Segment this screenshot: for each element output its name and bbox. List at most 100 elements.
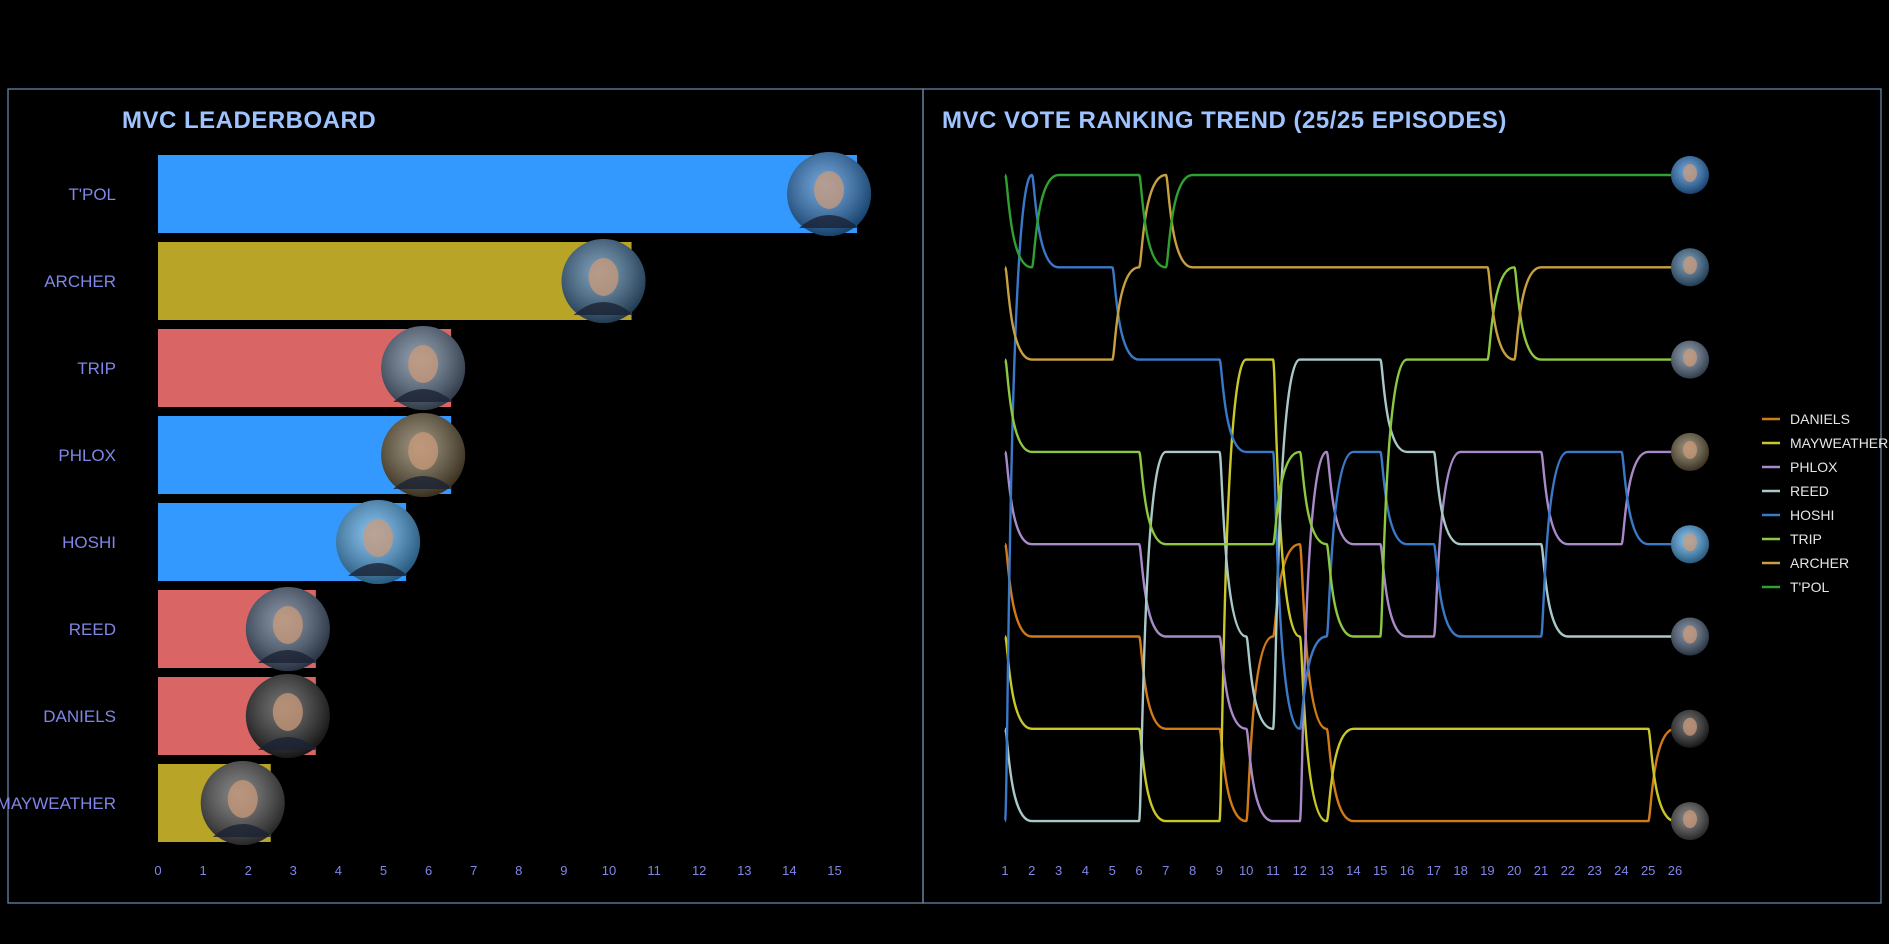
x-tick-label: 11: [647, 863, 661, 878]
avatar-shoulders: [257, 737, 318, 750]
trend-line-tpol: [1003, 173, 1675, 269]
x-tick-label: 15: [1373, 863, 1387, 878]
avatar-face: [1683, 625, 1697, 644]
ranking-trend-title: MVC VOTE RANKING TREND (25/25 EPISODES): [942, 107, 1507, 134]
x-tick-label: 1: [1001, 863, 1008, 878]
leaderboard-panel: MVC LEADERBOARD T'POL ARCHER TRIP PHLOX HOSH…: [0, 88, 924, 904]
avatar-shoulders: [257, 650, 318, 663]
x-tick-label: 6: [425, 863, 432, 878]
bar-archer: [158, 242, 632, 320]
avatar-face: [1683, 533, 1697, 552]
trend-line-hoshi: [1003, 173, 1675, 823]
leaderboard-title: MVC LEADERBOARD: [122, 107, 376, 134]
avatar-shoulders: [393, 476, 454, 489]
legend-label-trip: TRIP: [1790, 531, 1822, 547]
category-label-phlox: PHLOX: [58, 446, 116, 465]
category-label-archer: ARCHER: [44, 272, 116, 291]
x-tick-label: 4: [335, 863, 342, 878]
avatar-face: [814, 171, 845, 209]
trend-line-mayweather: [1003, 358, 1676, 823]
x-tick-label: 3: [290, 863, 297, 878]
x-tick-label: 2: [245, 863, 252, 878]
avatar-face: [408, 432, 439, 470]
avatar-face: [272, 606, 303, 644]
avatar-shoulders: [799, 215, 860, 228]
x-tick-label: 17: [1427, 863, 1441, 878]
x-tick-label: 8: [1189, 863, 1196, 878]
x-tick-label: 26: [1668, 863, 1682, 878]
trend-line-reed: [1003, 358, 1675, 823]
x-tick-label: 13: [737, 863, 751, 878]
x-tick-label: 20: [1507, 863, 1521, 878]
legend-label-mayweather: MAYWEATHER: [1790, 435, 1888, 451]
legend-label-phlox: PHLOX: [1790, 459, 1838, 475]
x-tick-label: 16: [1400, 863, 1414, 878]
x-tick-label: 11: [1266, 863, 1280, 878]
ranking-trend-frame: [922, 88, 1882, 904]
avatar-shoulders: [573, 302, 634, 315]
x-tick-label: 14: [1346, 863, 1360, 878]
x-tick-label: 0: [154, 863, 161, 878]
ranking-trend-x-axis: 1 2 3 4 5 6 7 8 9 10 11 12 13 14 15 16 17 18 19 20 21 22 23 24 2…: [1001, 863, 1682, 878]
category-label-tpol: T'POL: [68, 185, 116, 204]
trend-line-phlox: [1003, 450, 1675, 823]
x-tick-label: 8: [515, 863, 522, 878]
x-tick-label: 13: [1319, 863, 1333, 878]
x-tick-label: 19: [1480, 863, 1494, 878]
x-tick-label: 23: [1587, 863, 1601, 878]
x-tick-label: 4: [1082, 863, 1089, 878]
avatar-shoulders: [348, 563, 409, 576]
x-tick-label: 9: [1216, 863, 1223, 878]
avatar-face: [363, 519, 394, 557]
ranking-trend-legend: DANIELS MAYWEATHER PHLOX REED HOSHI TRIP ARCHE…: [1762, 411, 1888, 595]
avatar-face: [1683, 256, 1697, 275]
category-label-reed: REED: [69, 620, 116, 639]
x-tick-label: 9: [560, 863, 567, 878]
category-label-mayweather: MAYWEATHER: [0, 794, 116, 813]
x-tick-label: 5: [1109, 863, 1116, 878]
x-tick-label: 25: [1641, 863, 1655, 878]
x-tick-label: 7: [470, 863, 477, 878]
avatar-shoulders: [393, 389, 454, 402]
trend-line-archer: [1003, 173, 1676, 361]
x-tick-label: 12: [692, 863, 706, 878]
avatar-shoulders: [212, 824, 273, 837]
ranking-trend-lines: [1003, 173, 1676, 823]
category-label-hoshi: HOSHI: [62, 533, 116, 552]
x-tick-label: 5: [380, 863, 387, 878]
x-tick-label: 15: [827, 863, 841, 878]
x-tick-label: 7: [1162, 863, 1169, 878]
avatar-face: [1683, 810, 1697, 829]
x-tick-label: 6: [1135, 863, 1142, 878]
x-tick-label: 3: [1055, 863, 1062, 878]
x-tick-label: 1: [199, 863, 206, 878]
x-tick-label: 12: [1293, 863, 1307, 878]
avatar-face: [1683, 440, 1697, 459]
avatar-face: [408, 345, 439, 383]
trend-line-trip: [1003, 266, 1675, 638]
leaderboard-x-axis: 0 1 2 3 4 5 6 7 8 9 10 11 12 13 14 15: [154, 863, 841, 878]
avatar-face: [1683, 348, 1697, 367]
legend-label-archer: ARCHER: [1790, 555, 1849, 571]
leaderboard-bars: T'POL ARCHER TRIP PHLOX HOSHI REED DANIELS MAYW…: [0, 152, 872, 845]
bar-tpol: [158, 155, 858, 233]
ranking-trend-panel: MVC VOTE RANKING TREND (25/25 EPISODES) …: [922, 88, 1888, 904]
x-tick-label: 21: [1534, 863, 1548, 878]
x-tick-label: 10: [1239, 863, 1253, 878]
trend-line-daniels: [1003, 543, 1676, 823]
avatar-face: [588, 258, 619, 296]
ranking-trend-avatars: [1671, 156, 1709, 841]
legend-label-reed: REED: [1790, 483, 1829, 499]
x-tick-label: 24: [1614, 863, 1628, 878]
avatar-face: [1683, 717, 1697, 736]
x-tick-label: 18: [1453, 863, 1467, 878]
category-label-daniels: DANIELS: [43, 707, 116, 726]
x-tick-label: 14: [782, 863, 796, 878]
x-tick-label: 2: [1028, 863, 1035, 878]
legend-label-hoshi: HOSHI: [1790, 507, 1834, 523]
category-label-trip: TRIP: [77, 359, 116, 378]
legend-label-daniels: DANIELS: [1790, 411, 1850, 427]
avatar-face: [1683, 164, 1697, 182]
avatar-face: [272, 693, 303, 731]
